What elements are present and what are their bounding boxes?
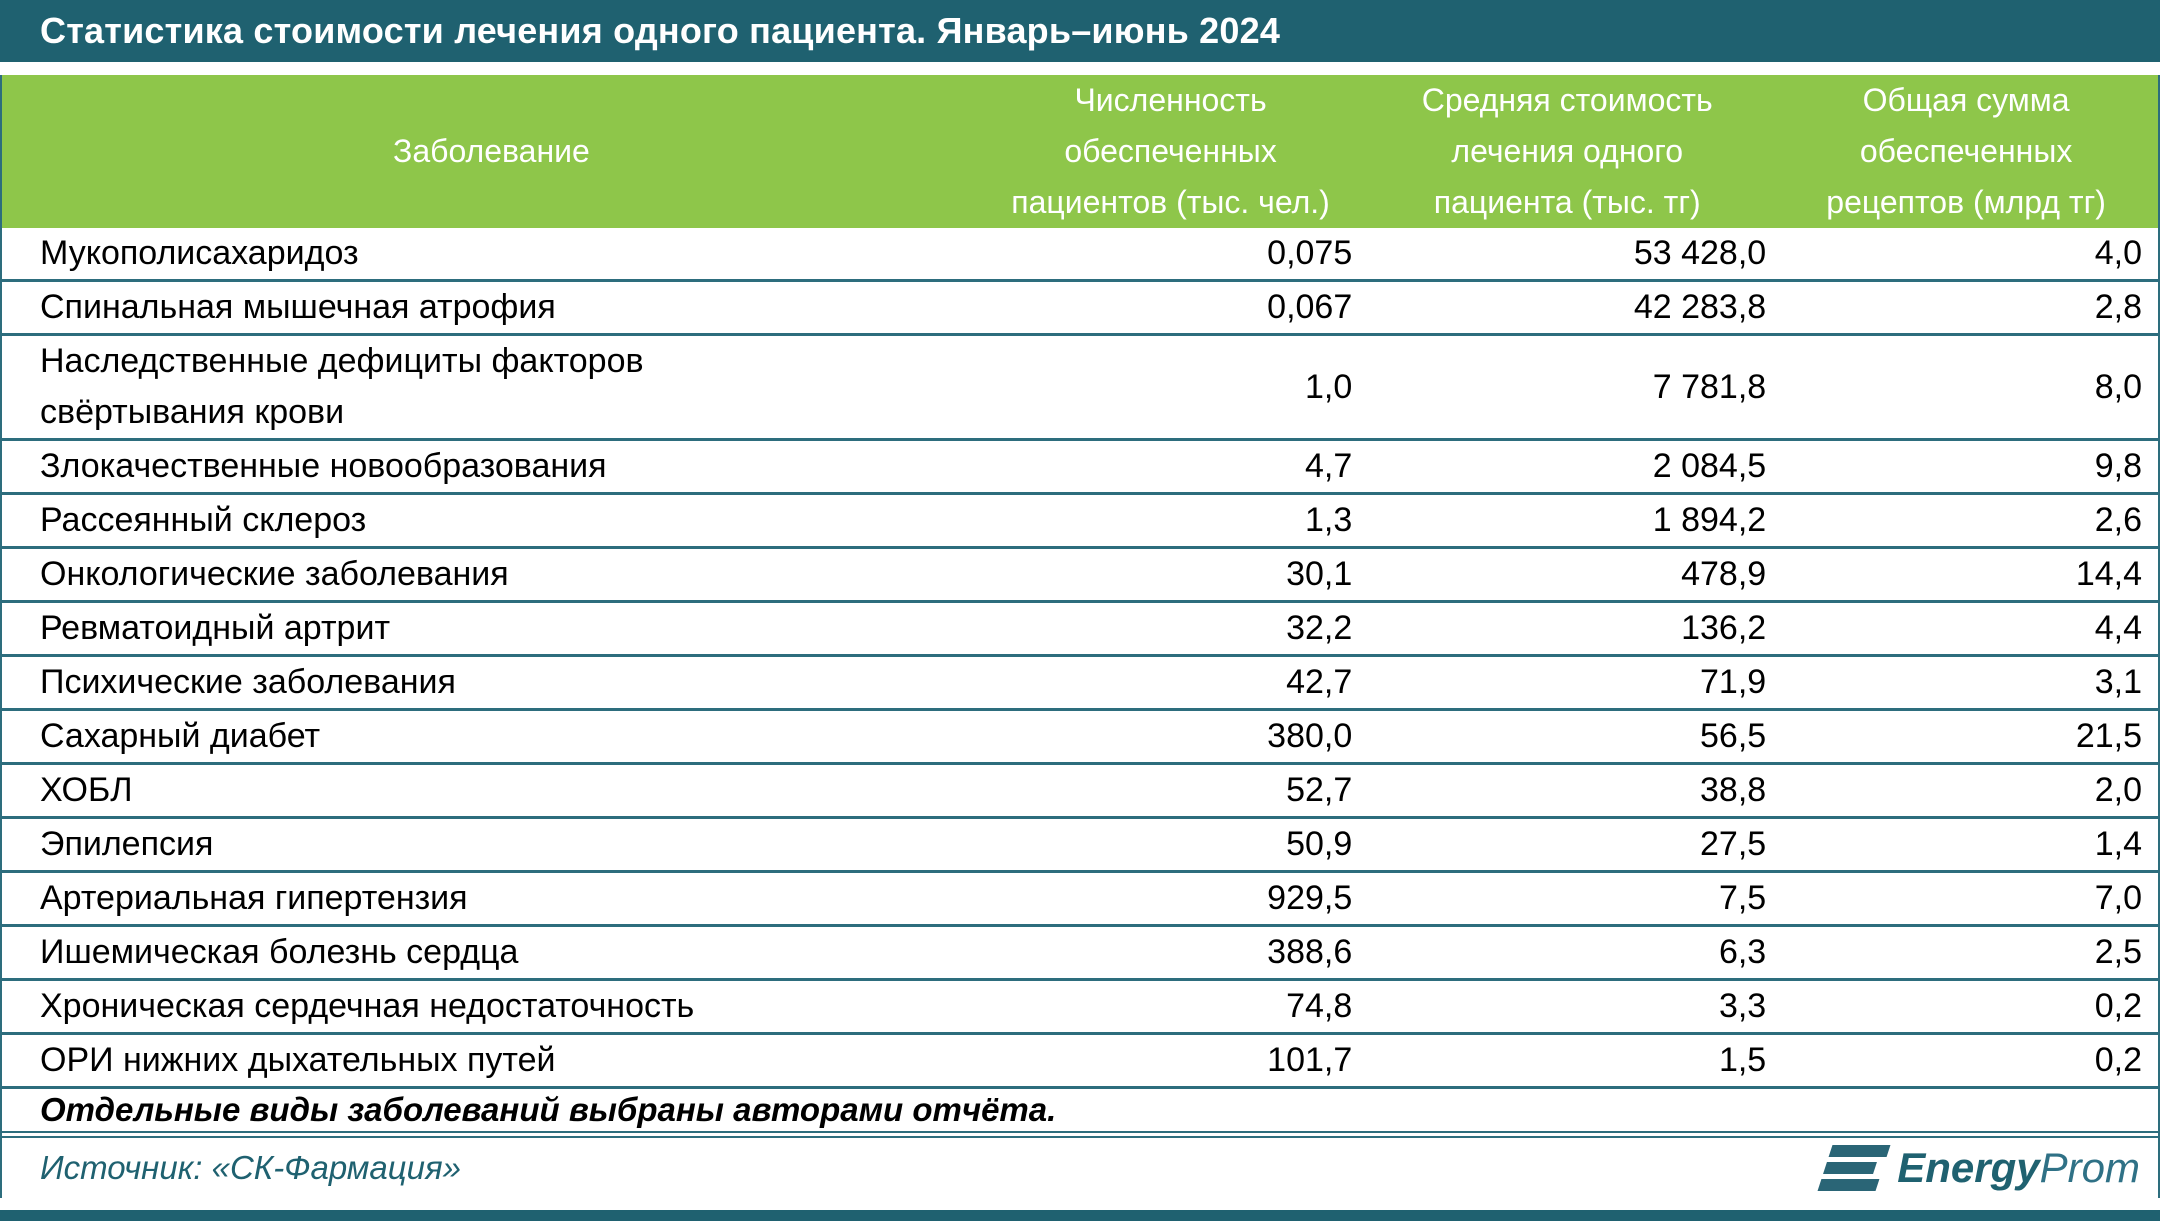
disease-cell: Психические заболевания — [2, 655, 981, 711]
patients-cell: 380,0 — [980, 709, 1361, 765]
patients-cell: 1,0 — [980, 334, 1361, 441]
source-text: Источник: «СК-Фармация» — [40, 1149, 461, 1186]
table-row: Спинальная мышечная атрофия 0,067 42 283,8… — [2, 280, 2158, 336]
column-header-patients: Численность обеспеченных пациентов (тыс.… — [980, 75, 1361, 228]
statistics-table: Заболевание Численность обеспеченных пац… — [2, 75, 2158, 1089]
total-sum-cell: 4,4 — [1774, 601, 2158, 657]
table-row: Сахарный диабет 380,0 56,5 21,5 — [2, 709, 2158, 765]
disease-cell: Хроническая сердечная недостаточность — [2, 979, 981, 1035]
disease-cell: Спинальная мышечная атрофия — [2, 280, 981, 336]
table-row: Артериальная гипертензия 929,5 7,5 7,0 — [2, 871, 2158, 927]
table-row: Злокачественные новообразования 4,7 2 084,… — [2, 439, 2158, 495]
disease-cell: Рассеянный склероз — [2, 493, 981, 549]
source-row: Источник: «СК-Фармация» EnergyProm — [2, 1138, 2158, 1198]
column-header-disease: Заболевание — [2, 75, 981, 228]
total-sum-cell: 14,4 — [1774, 547, 2158, 603]
total-sum-cell: 21,5 — [1774, 709, 2158, 765]
total-sum-cell: 4,0 — [1774, 228, 2158, 282]
table-row: Психические заболевания 42,7 71,9 3,1 — [2, 655, 2158, 711]
disease-cell: Ревматоидный артрит — [2, 601, 981, 657]
disease-cell: Мукополисахаридоз — [2, 228, 981, 282]
energyprom-icon — [1817, 1145, 1891, 1191]
table-row: Ревматоидный артрит 32,2 136,2 4,4 — [2, 601, 2158, 657]
avg-cost-cell: 71,9 — [1360, 655, 1775, 711]
page-title: Статистика стоимости лечения одного паци… — [40, 10, 1281, 51]
total-sum-cell: 9,8 — [1774, 439, 2158, 495]
table-row: ХОБЛ 52,7 38,8 2,0 — [2, 763, 2158, 819]
patients-cell: 101,7 — [980, 1033, 1361, 1089]
patients-cell: 30,1 — [980, 547, 1361, 603]
disease-cell: Ишемическая болезнь сердца — [2, 925, 981, 981]
avg-cost-cell: 7 781,8 — [1360, 334, 1775, 441]
table-header-row: Заболевание Численность обеспеченных пац… — [2, 75, 2158, 228]
patients-cell: 74,8 — [980, 979, 1361, 1035]
total-sum-cell: 3,1 — [1774, 655, 2158, 711]
patients-cell: 52,7 — [980, 763, 1361, 819]
avg-cost-cell: 42 283,8 — [1360, 280, 1775, 336]
avg-cost-cell: 136,2 — [1360, 601, 1775, 657]
avg-cost-cell: 38,8 — [1360, 763, 1775, 819]
avg-cost-cell: 1,5 — [1360, 1033, 1775, 1089]
footnote: Отдельные виды заболеваний выбраны автор… — [2, 1089, 2158, 1138]
avg-cost-cell: 53 428,0 — [1360, 228, 1775, 282]
table-row: Онкологические заболевания 30,1 478,9 14,4 — [2, 547, 2158, 603]
avg-cost-cell: 27,5 — [1360, 817, 1775, 873]
bottom-bar — [0, 1210, 2160, 1221]
column-header-total-sum: Общая сумма обеспеченных рецептов (млрд … — [1774, 75, 2158, 228]
avg-cost-cell: 1 894,2 — [1360, 493, 1775, 549]
total-sum-cell: 7,0 — [1774, 871, 2158, 927]
disease-cell: ХОБЛ — [2, 763, 981, 819]
avg-cost-cell: 2 084,5 — [1360, 439, 1775, 495]
table-row: Наследственные дефициты факторов свёртыв… — [2, 334, 2158, 441]
total-sum-cell: 0,2 — [1774, 1033, 2158, 1089]
logo-bar-bottom — [1817, 1179, 1880, 1191]
avg-cost-cell: 56,5 — [1360, 709, 1775, 765]
table-row: Мукополисахаридоз 0,075 53 428,0 4,0 — [2, 228, 2158, 282]
disease-cell: Сахарный диабет — [2, 709, 981, 765]
table-row: Рассеянный склероз 1,3 1 894,2 2,6 — [2, 493, 2158, 549]
table-row: ОРИ нижних дыхательных путей 101,7 1,5 0,2 — [2, 1033, 2158, 1089]
total-sum-cell: 0,2 — [1774, 979, 2158, 1035]
avg-cost-cell: 6,3 — [1360, 925, 1775, 981]
disease-cell: Злокачественные новообразования — [2, 439, 981, 495]
disease-cell: Наследственные дефициты факторов свёртыв… — [2, 334, 981, 441]
title-bar: Статистика стоимости лечения одного паци… — [0, 0, 2160, 62]
total-sum-cell: 2,5 — [1774, 925, 2158, 981]
patients-cell: 0,075 — [980, 228, 1361, 282]
table-row: Хроническая сердечная недостаточность 74,… — [2, 979, 2158, 1035]
energyprom-logo: EnergyProm — [1817, 1144, 2140, 1192]
patients-cell: 42,7 — [980, 655, 1361, 711]
logo-bar-top — [1828, 1145, 1891, 1157]
table-row: Ишемическая болезнь сердца 388,6 6,3 2,5 — [2, 925, 2158, 981]
table-region: Заболевание Численность обеспеченных пац… — [0, 75, 2160, 1198]
patients-cell: 1,3 — [980, 493, 1361, 549]
disease-cell: Артериальная гипертензия — [2, 871, 981, 927]
total-sum-cell: 2,6 — [1774, 493, 2158, 549]
disease-cell: ОРИ нижних дыхательных путей — [2, 1033, 981, 1089]
table-row: Эпилепсия 50,9 27,5 1,4 — [2, 817, 2158, 873]
logo-text-prom: Prom — [2039, 1144, 2140, 1191]
patients-cell: 50,9 — [980, 817, 1361, 873]
disease-cell: Онкологические заболевания — [2, 547, 981, 603]
logo-bar-middle — [1823, 1162, 1878, 1174]
total-sum-cell: 2,8 — [1774, 280, 2158, 336]
logo-text-energy: Energy — [1897, 1144, 2040, 1191]
total-sum-cell: 8,0 — [1774, 334, 2158, 441]
logo-text: EnergyProm — [1897, 1144, 2140, 1192]
patients-cell: 32,2 — [980, 601, 1361, 657]
avg-cost-cell: 3,3 — [1360, 979, 1775, 1035]
avg-cost-cell: 478,9 — [1360, 547, 1775, 603]
column-header-avg-cost: Средняя стоимость лечения одного пациент… — [1360, 75, 1775, 228]
patients-cell: 4,7 — [980, 439, 1361, 495]
patients-cell: 388,6 — [980, 925, 1361, 981]
patients-cell: 0,067 — [980, 280, 1361, 336]
disease-cell: Эпилепсия — [2, 817, 981, 873]
patients-cell: 929,5 — [980, 871, 1361, 927]
avg-cost-cell: 7,5 — [1360, 871, 1775, 927]
total-sum-cell: 1,4 — [1774, 817, 2158, 873]
total-sum-cell: 2,0 — [1774, 763, 2158, 819]
